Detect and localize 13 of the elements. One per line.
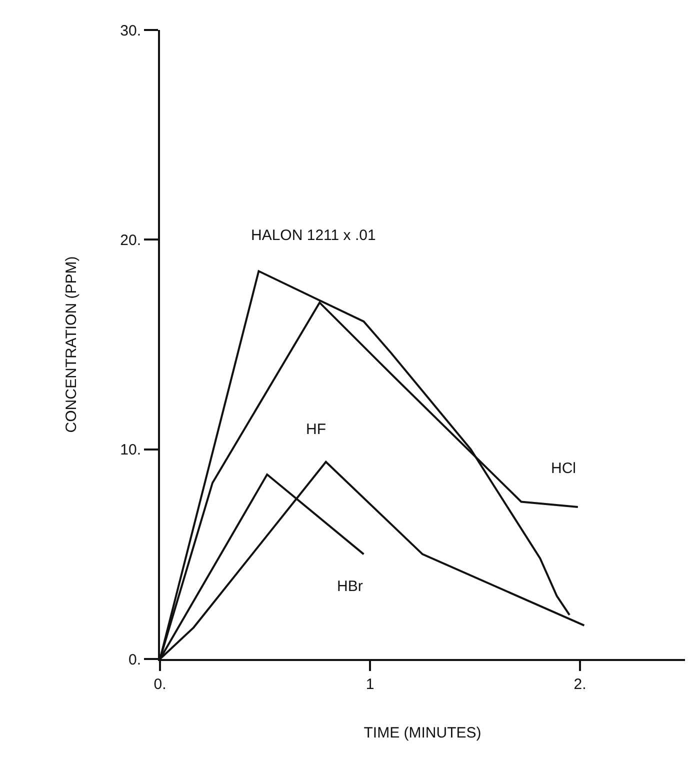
series-label: HF (306, 421, 326, 438)
y-tick-label: 30. (120, 22, 141, 40)
x-tick-label: 2. (574, 676, 586, 693)
x-tick-label: 1 (366, 676, 374, 693)
series-label: HBr (337, 578, 363, 595)
series-label: HCl (551, 460, 576, 477)
x-tick-label: 0. (154, 676, 166, 693)
y-tick-label: 10. (120, 442, 141, 459)
y-tick-label: 20. (120, 232, 141, 249)
series-label: HALON 1211 x .01 (251, 227, 376, 244)
x-axis-title: TIME (MINUTES) (364, 724, 482, 742)
y-axis-title: CONCENTRATION (PPM) (62, 256, 80, 433)
y-tick-label: 0. (128, 651, 141, 668)
